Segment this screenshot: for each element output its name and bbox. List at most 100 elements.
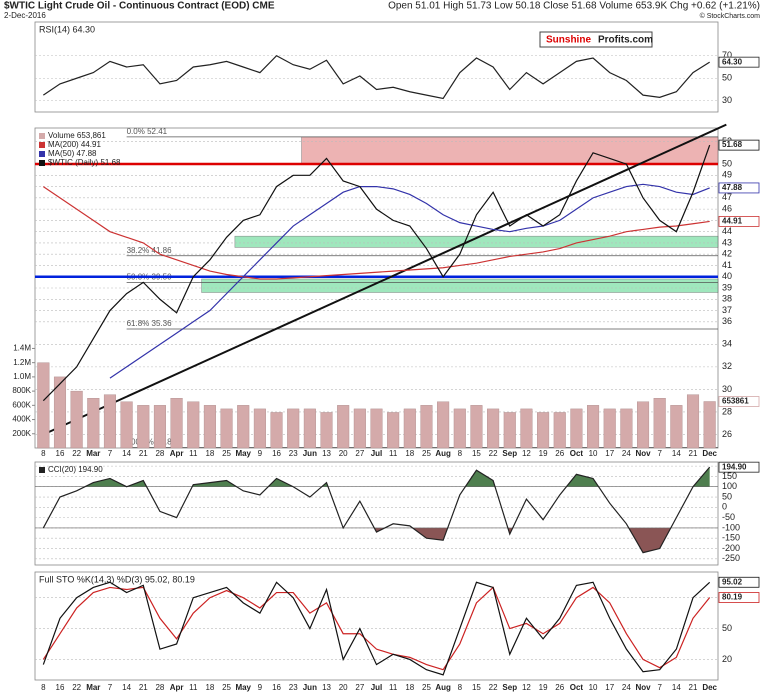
y-tick-label: 50 — [722, 158, 732, 168]
value-tag: 44.91 — [722, 217, 743, 226]
x-tick-label: 20 — [339, 683, 348, 692]
x-tick-label: 8 — [458, 449, 463, 458]
y-tick-label: 32 — [722, 361, 732, 371]
value-tag-bg — [718, 576, 760, 588]
zone — [301, 136, 719, 165]
volume-bar — [587, 405, 600, 449]
x-tick-label: 8 — [41, 683, 46, 692]
volume-bar — [503, 412, 516, 449]
series-line — [42, 581, 711, 676]
x-tick-label: 10 — [589, 683, 598, 692]
symbol: $WTIC Light Crude Oil - Continuous Contr… — [4, 1, 275, 12]
series-line — [42, 186, 710, 280]
volume-bar — [287, 408, 300, 449]
y-tick-label: -250 — [722, 553, 740, 563]
series-line — [42, 144, 711, 402]
x-tick-label: Jun — [303, 683, 317, 692]
x-tick-label: 22 — [489, 449, 498, 458]
volume-bar — [237, 405, 250, 449]
y2-tick-label: 400K — [12, 415, 31, 424]
y-tick-label: 36 — [722, 316, 732, 326]
band-fill — [43, 527, 710, 553]
x-tick-label: 27 — [355, 449, 364, 458]
panel-frame — [34, 461, 719, 566]
x-tick-label: Jun — [303, 449, 317, 458]
y-tick-label: -100 — [722, 522, 740, 532]
x-tick-label: 7 — [657, 683, 662, 692]
volume-bar — [537, 412, 550, 449]
y-tick-label: 30 — [722, 95, 732, 105]
x-tick-label: Mar — [86, 683, 100, 692]
legend-entry: $WTIC (Daily) 51.68 — [48, 158, 121, 167]
panel-title: Full STO %K(14,3) %D(3) 95.02, 80.19 — [39, 574, 195, 584]
volume-bar — [637, 401, 650, 449]
y2-tick-label: 1.2M — [13, 358, 31, 367]
y-tick-label: 46 — [722, 204, 732, 214]
legend-entry: MA(50) 47.88 — [48, 149, 97, 158]
volume-bar — [686, 394, 700, 449]
series-line — [42, 586, 711, 671]
volume-bar — [320, 412, 333, 449]
volume-bar — [53, 376, 67, 449]
x-tick-label: Apr — [170, 449, 184, 458]
volume-bar — [203, 405, 216, 449]
x-tick-label: 28 — [155, 449, 164, 458]
value-tag-bg — [718, 139, 760, 151]
x-tick-label: Oct — [570, 683, 584, 692]
x-tick-label: 22 — [72, 683, 81, 692]
value-tag: 47.88 — [722, 183, 743, 192]
volume-bar — [137, 405, 150, 449]
x-tick-label: 8 — [41, 449, 46, 458]
volume-bar — [387, 412, 400, 449]
x-tick-label: 19 — [539, 683, 548, 692]
x-tick-label: 27 — [355, 683, 364, 692]
value-tag: 51.68 — [722, 140, 743, 149]
volume-bar — [487, 408, 500, 449]
y-tick-label: 40 — [722, 271, 732, 281]
legend-entry: CCI(20) 194.90 — [48, 465, 103, 474]
x-tick-label: 25 — [222, 449, 231, 458]
x-tick-label: 26 — [555, 449, 564, 458]
volume-bar — [470, 405, 483, 449]
x-tick-label: 12 — [522, 683, 531, 692]
volume-bar — [653, 398, 666, 449]
y-tick-label: -200 — [722, 543, 740, 553]
logo-b: Profits.com — [598, 35, 653, 46]
volume-bar — [670, 405, 683, 449]
x-tick-label: 11 — [389, 683, 398, 692]
x-tick-label: 25 — [422, 449, 431, 458]
x-tick-label: 15 — [472, 683, 481, 692]
y-tick-label: 26 — [722, 429, 732, 439]
y-tick-label: 47 — [722, 192, 732, 202]
x-tick-label: 18 — [205, 683, 214, 692]
x-tick-label: Nov — [635, 683, 651, 692]
x-tick-label: 16 — [56, 449, 65, 458]
x-tick-label: 22 — [489, 683, 498, 692]
trend-line — [42, 123, 727, 436]
x-tick-label: 17 — [605, 449, 614, 458]
y-tick-label: 28 — [722, 406, 732, 416]
y-tick-label: 70 — [722, 50, 732, 60]
fib-label: 100.0% 24.86 — [127, 437, 177, 446]
legend-swatch — [39, 160, 45, 166]
x-tick-label: 13 — [322, 449, 331, 458]
x-tick-label: 16 — [272, 683, 281, 692]
volume-bar — [420, 405, 433, 449]
x-tick-label: 7 — [108, 449, 113, 458]
x-tick-label: Aug — [435, 449, 451, 458]
value-tag: 194.90 — [722, 462, 747, 471]
x-tick-label: 8 — [458, 683, 463, 692]
panel-frame — [34, 21, 719, 113]
x-tick-label: 18 — [405, 449, 414, 458]
x-tick-label: 16 — [272, 449, 281, 458]
value-tag-bg — [718, 56, 760, 68]
x-tick-label: Nov — [635, 449, 651, 458]
x-tick-label: 28 — [155, 683, 164, 692]
x-tick-label: 21 — [689, 449, 698, 458]
date: 2-Dec-2016 — [4, 11, 46, 20]
y-tick-label: 38 — [722, 294, 732, 304]
x-tick-label: 9 — [258, 683, 263, 692]
legend-entry: Volume 653,861 — [48, 131, 106, 140]
volume-bar — [87, 398, 100, 449]
y-tick-label: 150 — [722, 471, 737, 481]
